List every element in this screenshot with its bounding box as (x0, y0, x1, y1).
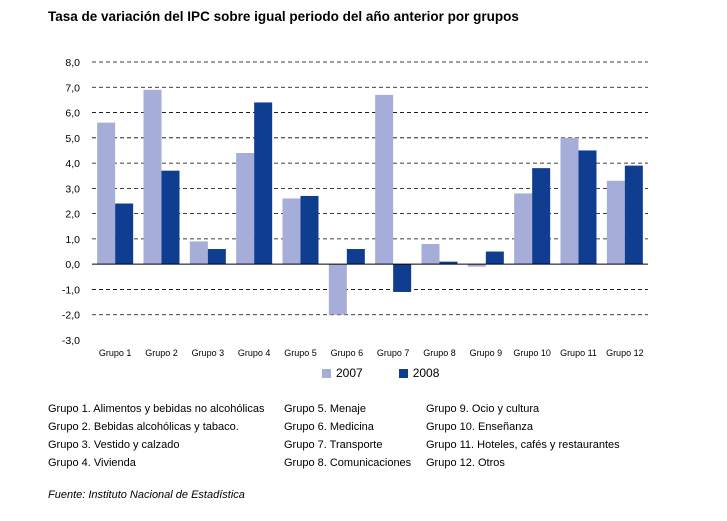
group-key-item: Grupo 6. Medicina (284, 421, 374, 433)
group-key-item: Grupo 5. Menaje (284, 403, 366, 415)
bar-2008 (393, 264, 412, 292)
y-tick-label: -1,0 (62, 284, 80, 296)
group-key-item: Grupo 11. Hoteles, cafés y restaurantes (426, 439, 620, 451)
bar-2007 (375, 94, 394, 265)
x-tick-label: Grupo 10 (513, 348, 551, 358)
group-key-column-1: Grupo 1. Alimentos y bebidas no alcohóli… (48, 400, 264, 472)
group-key-item: Grupo 4. Vivienda (48, 457, 136, 469)
y-tick-label: 8,0 (65, 57, 80, 69)
group-key-item: Grupo 9. Ocio y cultura (426, 403, 540, 415)
x-tick-label: Grupo 2 (145, 348, 178, 358)
bar-2008 (578, 150, 597, 265)
group-key-column-2: Grupo 5. Menaje Grupo 6. Medicina Grupo … (284, 400, 411, 472)
source-note: Fuente: Instituto Nacional de Estadístic… (48, 489, 245, 501)
group-key-column-3: Grupo 9. Ocio y cultura Grupo 10. Enseña… (426, 400, 620, 472)
group-key-item: Grupo 8. Comunicaciones (284, 457, 412, 469)
x-tick-label: Grupo 9 (470, 348, 503, 358)
bar-2007 (189, 241, 208, 265)
bar-2007 (560, 137, 579, 265)
legend: 2007 2008 (322, 366, 439, 380)
group-key-item: Grupo 12. Otros (426, 457, 505, 469)
x-tick-label: Grupo 3 (192, 348, 225, 358)
bar-2007 (143, 89, 162, 265)
y-tick-label: 4,0 (65, 158, 80, 170)
group-key-item: Grupo 1. Alimentos y bebidas no alcohóli… (48, 403, 265, 415)
bar-2007 (514, 193, 533, 265)
bar-2007 (467, 264, 486, 267)
bar-2008 (624, 165, 643, 265)
y-tick-label: 6,0 (65, 108, 80, 120)
bar-2007 (282, 198, 301, 265)
x-tick-label: Grupo 1 (99, 348, 132, 358)
y-tick-label: 1,0 (65, 234, 80, 246)
bar-2008 (346, 249, 365, 265)
bar-2007 (421, 243, 440, 265)
legend-swatch-2008 (398, 368, 408, 378)
x-tick-label: Grupo 4 (238, 348, 271, 358)
legend-item-2007: 2007 (322, 366, 363, 380)
bar-2007 (606, 180, 625, 265)
bar-2007 (328, 264, 347, 315)
x-tick-label: Grupo 7 (377, 348, 410, 358)
group-key-item: Grupo 2. Bebidas alcohólicas y tabaco. (48, 421, 239, 433)
x-tick-label: Grupo 6 (331, 348, 364, 358)
bar-2008 (161, 170, 180, 265)
x-tick-label: Grupo 8 (423, 348, 456, 358)
y-tick-label: -2,0 (62, 310, 80, 322)
bar-2007 (97, 122, 116, 265)
x-tick-label: Grupo 11 (560, 348, 597, 358)
bar-2008 (439, 261, 458, 265)
bar-2008 (532, 168, 551, 265)
bar-2008 (207, 249, 226, 265)
bar-chart: 8,0 7,0 6,0 5,0 4,0 3,0 2,0 1,0 0,0 -1,0 -2,0 -3,0 G… (62, 57, 648, 358)
x-tick-label: Grupo 12 (606, 348, 644, 358)
legend-label-2008: 2008 (412, 366, 440, 380)
bar-2008 (115, 203, 134, 265)
y-tick-label: 2,0 (65, 209, 80, 221)
y-tick-label: -3,0 (62, 335, 80, 347)
legend-swatch-2007 (322, 368, 331, 378)
chart-title: Tasa de variación del IPC sobre igual pe… (48, 9, 519, 24)
legend-label-2007: 2007 (336, 366, 363, 380)
group-key-item: Grupo 7. Transporte (284, 439, 383, 451)
y-tick-label: 3,0 (65, 183, 80, 195)
group-key-item: Grupo 3. Vestido y calzado (48, 439, 180, 451)
y-tick-label: 7,0 (65, 82, 80, 94)
bar-2008 (300, 195, 319, 265)
bar-2008 (485, 251, 504, 265)
bar-2007 (236, 152, 255, 265)
y-tick-label: 0,0 (65, 259, 80, 271)
group-key-item: Grupo 10. Enseñanza (426, 421, 534, 433)
x-tick-label: Grupo 5 (284, 348, 317, 358)
legend-item-2008: 2008 (398, 366, 440, 380)
y-tick-label: 5,0 (65, 133, 80, 145)
bar-2008 (254, 102, 273, 265)
